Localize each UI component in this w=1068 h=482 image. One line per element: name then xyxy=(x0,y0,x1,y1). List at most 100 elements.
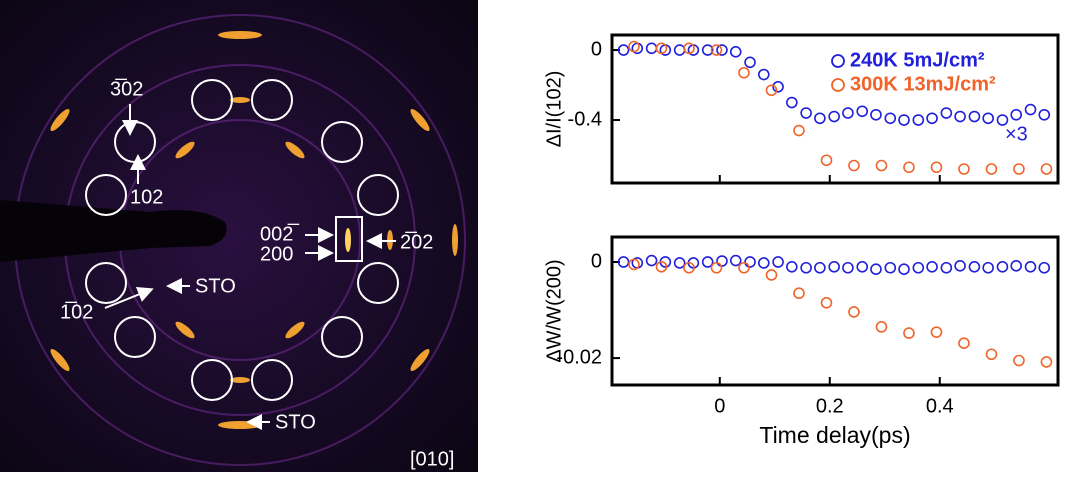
data-point xyxy=(996,114,1009,126)
legend-marker xyxy=(831,78,845,92)
y-axis-label: ΔI/I(102) xyxy=(543,71,565,148)
data-point xyxy=(996,260,1009,273)
data-point xyxy=(875,321,888,333)
y-axis-label: ΔW/W(200) xyxy=(543,259,565,362)
data-point xyxy=(1013,163,1025,175)
data-point xyxy=(701,256,714,268)
data-point xyxy=(1040,356,1053,368)
reflection-label: 002̅ xyxy=(260,222,299,245)
data-point xyxy=(744,56,756,69)
data-point xyxy=(954,260,966,272)
data-point xyxy=(912,261,925,274)
data-point xyxy=(884,112,897,125)
data-point xyxy=(673,257,686,269)
data-point xyxy=(870,108,882,121)
data-point xyxy=(1010,108,1023,121)
data-point xyxy=(903,161,915,174)
data-point xyxy=(645,254,658,267)
data-point xyxy=(617,256,630,268)
data-point xyxy=(757,68,770,81)
data-point xyxy=(757,257,770,269)
data-point xyxy=(884,261,897,274)
reflection-label: 1̅02 xyxy=(60,300,93,323)
legend-marker xyxy=(831,54,845,68)
data-point xyxy=(982,112,994,125)
data-point xyxy=(738,261,750,274)
data-point xyxy=(930,326,943,338)
data-point xyxy=(716,44,728,56)
data-point xyxy=(820,154,833,167)
x-tick-label: 0 xyxy=(714,395,725,417)
data-point xyxy=(738,66,750,79)
data-point xyxy=(968,260,981,273)
data-point xyxy=(912,114,925,126)
data-point xyxy=(673,44,686,56)
y-tick-label: 0 xyxy=(591,38,602,60)
y-tick-label: -0.4 xyxy=(568,108,602,130)
data-point xyxy=(683,261,695,274)
legend-label: 300K 13mJ/cm² xyxy=(850,73,996,95)
diffraction-image: 3̅02 102 002̅ 200 2̅02 STO 1̅02 STO [010… xyxy=(0,0,478,472)
data-point xyxy=(958,163,970,175)
data-point xyxy=(1038,261,1051,274)
data-point xyxy=(842,261,854,274)
data-point xyxy=(856,260,869,273)
data-point xyxy=(842,107,854,119)
data-point xyxy=(1040,163,1053,175)
data-point xyxy=(828,110,840,123)
reflection-label: 3̅02 xyxy=(110,77,143,100)
x-tick-label: 0.2 xyxy=(816,395,844,417)
data-point xyxy=(645,42,658,55)
data-point xyxy=(985,163,998,175)
y-tick-label: 0 xyxy=(591,250,602,272)
data-point xyxy=(800,261,812,274)
data-point xyxy=(793,287,805,300)
annotation: ×3 xyxy=(1005,123,1028,145)
data-point xyxy=(814,112,826,125)
data-point xyxy=(628,258,640,271)
data-point xyxy=(710,44,723,56)
legend-label: 240K 5mJ/cm² xyxy=(850,49,985,71)
data-point xyxy=(1038,108,1051,121)
data-point xyxy=(701,44,714,56)
data-point xyxy=(683,42,695,55)
data-point xyxy=(982,261,994,274)
data-point xyxy=(848,306,860,318)
data-point xyxy=(930,161,943,174)
data-point xyxy=(958,337,970,349)
data-point xyxy=(985,348,998,361)
data-point xyxy=(848,159,860,172)
data-point xyxy=(772,256,784,268)
data-point xyxy=(898,263,910,275)
data-point xyxy=(716,255,728,267)
data-point xyxy=(926,260,938,273)
y-tick-label: -0.02 xyxy=(556,346,602,368)
data-point xyxy=(729,45,742,58)
data-point xyxy=(820,297,833,309)
reflection-label: 200 xyxy=(260,243,293,265)
data-point xyxy=(655,260,668,273)
data-point xyxy=(617,44,630,56)
x-tick-label: 0.4 xyxy=(926,395,954,417)
data-point xyxy=(765,84,778,97)
x-axis-label: Time delay(ps) xyxy=(759,422,910,448)
data-point xyxy=(926,112,938,125)
data-point xyxy=(828,260,840,273)
data-point xyxy=(628,40,640,53)
reflection-label: 2̅02 xyxy=(400,230,433,253)
data-point xyxy=(710,261,723,274)
data-point xyxy=(968,110,981,123)
data-point xyxy=(856,105,869,118)
reflection-label: 102 xyxy=(130,186,163,208)
data-point xyxy=(954,110,966,123)
data-point xyxy=(786,96,798,109)
data-point xyxy=(765,269,778,281)
reflection-label: STO xyxy=(195,275,236,297)
plot-frame xyxy=(610,33,1060,185)
data-point xyxy=(1024,103,1037,116)
data-point xyxy=(744,256,756,268)
reflection-label: STO xyxy=(275,411,316,433)
plot-frame xyxy=(610,235,1060,387)
data-point xyxy=(772,80,784,93)
